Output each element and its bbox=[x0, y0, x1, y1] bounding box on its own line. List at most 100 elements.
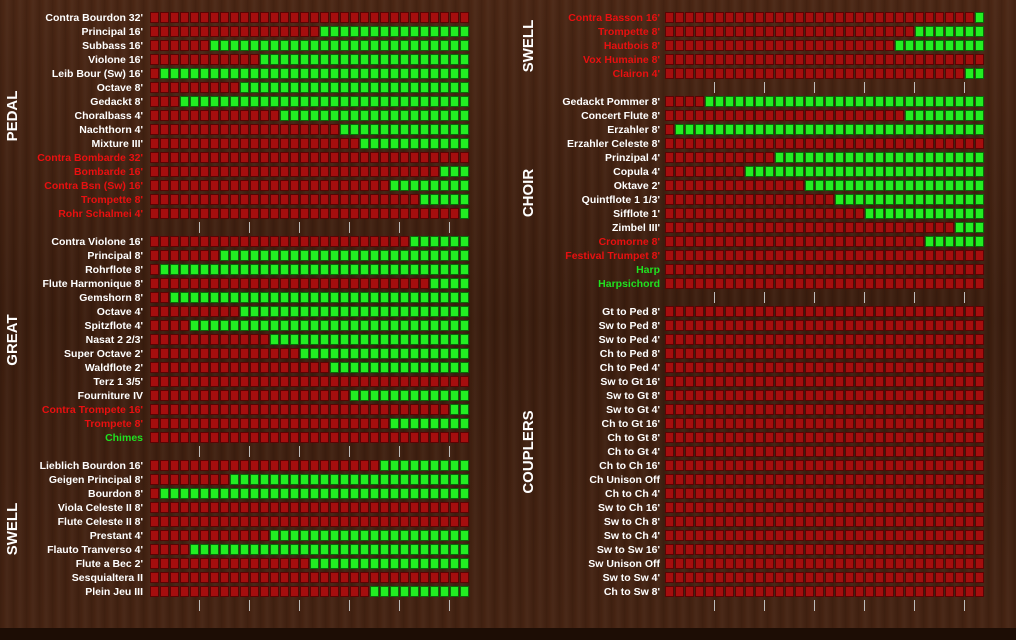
cell-off[interactable] bbox=[835, 572, 844, 583]
cell-off[interactable] bbox=[765, 54, 774, 65]
cell-off[interactable] bbox=[665, 250, 674, 261]
cell-off[interactable] bbox=[745, 418, 754, 429]
cell-off[interactable] bbox=[905, 250, 914, 261]
cell-off[interactable] bbox=[745, 26, 754, 37]
cell-off[interactable] bbox=[795, 488, 804, 499]
cell-on[interactable] bbox=[430, 264, 439, 275]
cell-off[interactable] bbox=[695, 166, 704, 177]
cell-off[interactable] bbox=[915, 250, 924, 261]
cell-off[interactable] bbox=[695, 306, 704, 317]
cell-off[interactable] bbox=[875, 264, 884, 275]
cell-off[interactable] bbox=[280, 26, 289, 37]
cell-off[interactable] bbox=[935, 572, 944, 583]
cell-off[interactable] bbox=[695, 544, 704, 555]
cell-off[interactable] bbox=[260, 278, 269, 289]
cell-on[interactable] bbox=[320, 306, 329, 317]
cell-off[interactable] bbox=[745, 446, 754, 457]
cell-on[interactable] bbox=[865, 96, 874, 107]
cell-off[interactable] bbox=[785, 194, 794, 205]
cell-off[interactable] bbox=[150, 54, 159, 65]
stop-label[interactable]: Sw to Ped 4' bbox=[598, 334, 660, 346]
cell-on[interactable] bbox=[300, 54, 309, 65]
cell-on[interactable] bbox=[280, 250, 289, 261]
cell-off[interactable] bbox=[845, 68, 854, 79]
cell-on[interactable] bbox=[270, 82, 279, 93]
cell-off[interactable] bbox=[705, 236, 714, 247]
cell-off[interactable] bbox=[260, 110, 269, 121]
cell-off[interactable] bbox=[855, 502, 864, 513]
cell-off[interactable] bbox=[865, 572, 874, 583]
cell-off[interactable] bbox=[280, 12, 289, 23]
cell-on[interactable] bbox=[745, 166, 754, 177]
cell-off[interactable] bbox=[975, 54, 984, 65]
cell-off[interactable] bbox=[965, 432, 974, 443]
cell-off[interactable] bbox=[685, 54, 694, 65]
cell-on[interactable] bbox=[865, 124, 874, 135]
cell-off[interactable] bbox=[430, 12, 439, 23]
cell-off[interactable] bbox=[875, 236, 884, 247]
cell-off[interactable] bbox=[675, 558, 684, 569]
stop-label[interactable]: Sw to Ped 8' bbox=[598, 320, 660, 332]
cell-off[interactable] bbox=[755, 320, 764, 331]
cell-on[interactable] bbox=[885, 194, 894, 205]
cell-off[interactable] bbox=[150, 110, 159, 121]
cell-on[interactable] bbox=[440, 278, 449, 289]
cell-on[interactable] bbox=[430, 26, 439, 37]
cell-off[interactable] bbox=[765, 418, 774, 429]
cell-on[interactable] bbox=[440, 320, 449, 331]
cell-on[interactable] bbox=[260, 306, 269, 317]
cell-off[interactable] bbox=[230, 138, 239, 149]
cell-on[interactable] bbox=[815, 152, 824, 163]
cell-off[interactable] bbox=[775, 376, 784, 387]
cell-off[interactable] bbox=[755, 502, 764, 513]
cell-off[interactable] bbox=[150, 250, 159, 261]
cell-off[interactable] bbox=[975, 418, 984, 429]
cell-off[interactable] bbox=[685, 110, 694, 121]
cell-off[interactable] bbox=[230, 334, 239, 345]
cell-off[interactable] bbox=[855, 446, 864, 457]
cell-off[interactable] bbox=[785, 572, 794, 583]
cell-off[interactable] bbox=[685, 12, 694, 23]
cell-on[interactable] bbox=[260, 40, 269, 51]
cell-off[interactable] bbox=[965, 278, 974, 289]
cell-off[interactable] bbox=[835, 544, 844, 555]
cell-off[interactable] bbox=[775, 320, 784, 331]
cell-on[interactable] bbox=[360, 54, 369, 65]
cell-off[interactable] bbox=[160, 12, 169, 23]
stop-label[interactable]: Harpsichord bbox=[598, 278, 660, 290]
cell-off[interactable] bbox=[895, 12, 904, 23]
cell-off[interactable] bbox=[755, 474, 764, 485]
cell-off[interactable] bbox=[310, 26, 319, 37]
cell-off[interactable] bbox=[855, 208, 864, 219]
cell-off[interactable] bbox=[785, 26, 794, 37]
cell-on[interactable] bbox=[925, 194, 934, 205]
cell-off[interactable] bbox=[390, 236, 399, 247]
cell-on[interactable] bbox=[320, 250, 329, 261]
cell-on[interactable] bbox=[430, 306, 439, 317]
cell-off[interactable] bbox=[975, 138, 984, 149]
cell-off[interactable] bbox=[925, 586, 934, 597]
cell-off[interactable] bbox=[955, 432, 964, 443]
cell-off[interactable] bbox=[695, 348, 704, 359]
cell-off[interactable] bbox=[715, 390, 724, 401]
cell-on[interactable] bbox=[220, 264, 229, 275]
cell-off[interactable] bbox=[330, 124, 339, 135]
cell-off[interactable] bbox=[885, 530, 894, 541]
stop-label[interactable]: Flute Harmonique 8' bbox=[42, 278, 143, 290]
cell-off[interactable] bbox=[220, 208, 229, 219]
cell-off[interactable] bbox=[745, 250, 754, 261]
cell-on[interactable] bbox=[290, 96, 299, 107]
cell-off[interactable] bbox=[735, 180, 744, 191]
cell-on[interactable] bbox=[895, 124, 904, 135]
cell-off[interactable] bbox=[965, 544, 974, 555]
cell-off[interactable] bbox=[685, 236, 694, 247]
cell-off[interactable] bbox=[250, 138, 259, 149]
cell-off[interactable] bbox=[825, 334, 834, 345]
cell-on[interactable] bbox=[915, 180, 924, 191]
cell-off[interactable] bbox=[705, 54, 714, 65]
cell-on[interactable] bbox=[220, 320, 229, 331]
cell-off[interactable] bbox=[735, 446, 744, 457]
cell-off[interactable] bbox=[905, 12, 914, 23]
cell-on[interactable] bbox=[310, 320, 319, 331]
cell-off[interactable] bbox=[160, 334, 169, 345]
